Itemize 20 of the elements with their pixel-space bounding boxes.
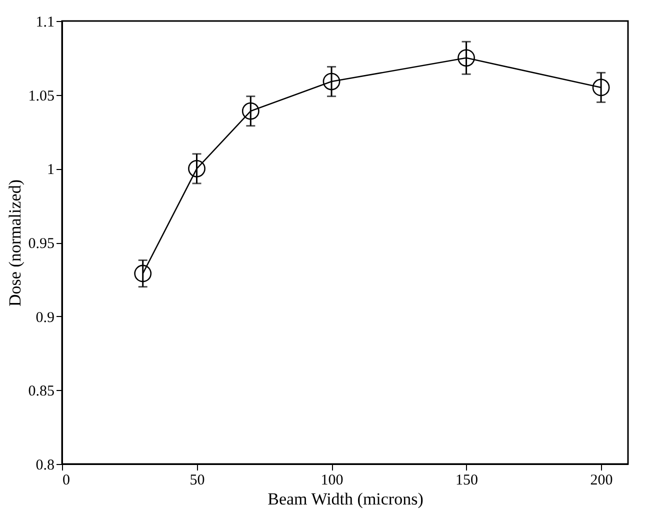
y-tick-label: 0.9 <box>36 310 54 326</box>
y-axis-title: Dose (normalized) <box>5 180 24 306</box>
x-tick-label: 50 <box>190 472 205 488</box>
x-tick-label: 100 <box>320 472 344 488</box>
x-tick-label: 200 <box>590 472 613 488</box>
y-tick-label: 1.1 <box>36 14 54 30</box>
x-tick-label: 0 <box>62 472 70 488</box>
point <box>458 49 475 67</box>
point <box>188 160 206 178</box>
y-tick-label: 1.05 <box>28 88 54 104</box>
point <box>592 78 610 96</box>
y-tick-label: 0.8 <box>36 458 54 474</box>
y-tick-label: 1 <box>47 162 54 178</box>
point <box>322 72 340 90</box>
y-tick-label: 0.95 <box>28 236 54 252</box>
y-tick-label: 0.85 <box>28 384 54 400</box>
point <box>134 264 152 282</box>
x-axis-title: Beam Width (microns) <box>268 490 424 508</box>
point <box>242 102 260 120</box>
x-tick-label: 150 <box>456 472 478 488</box>
